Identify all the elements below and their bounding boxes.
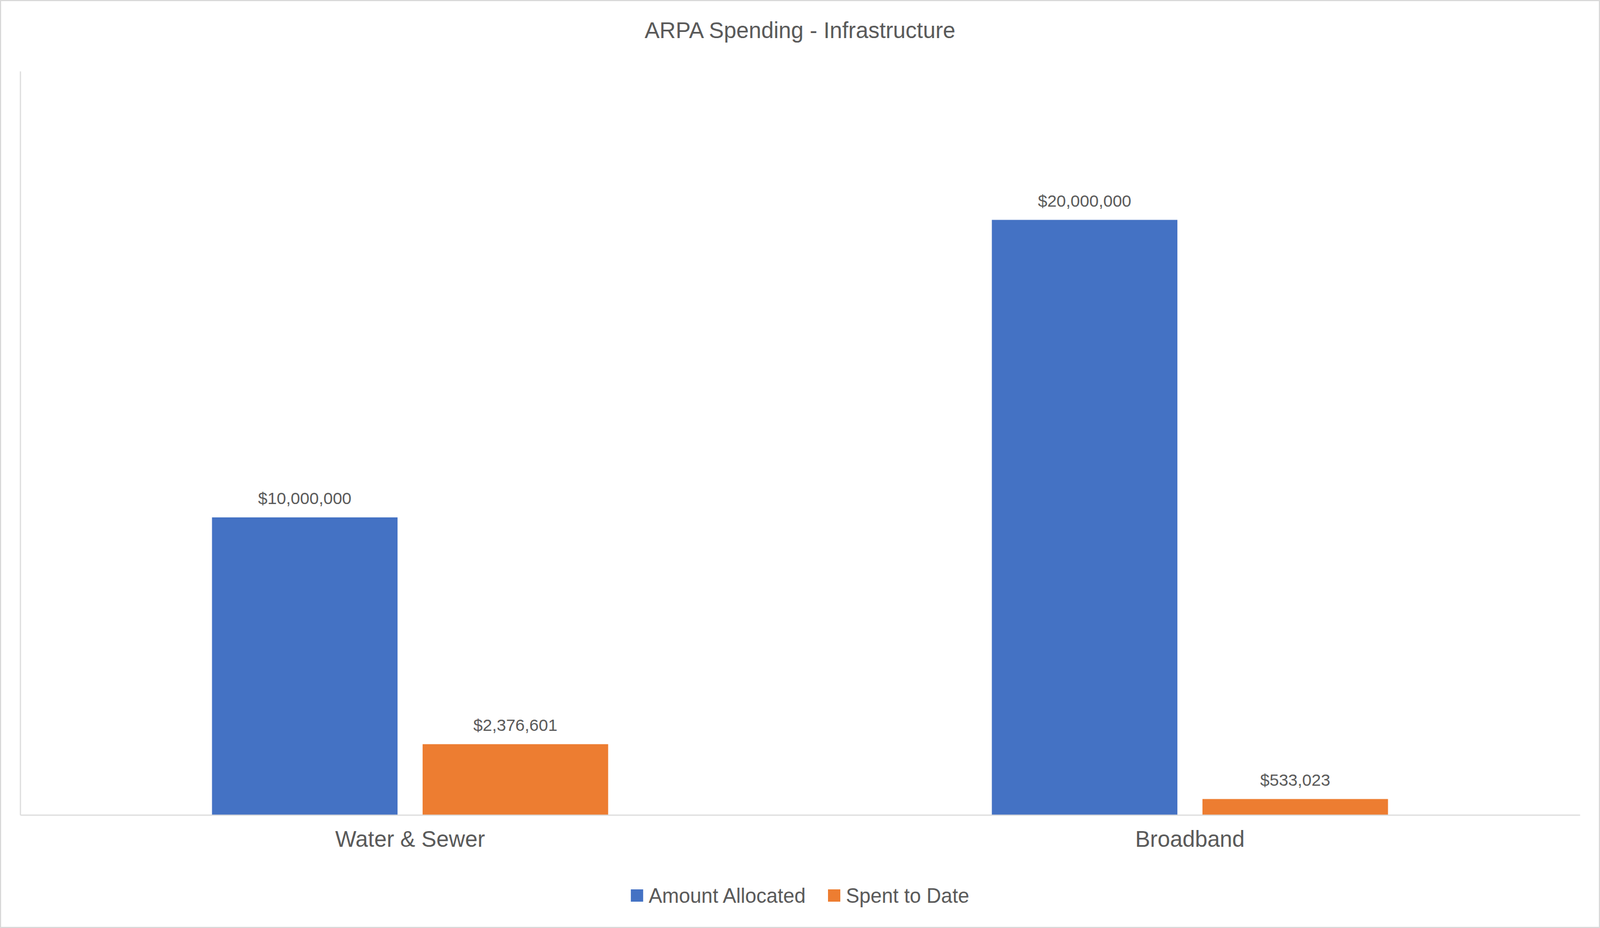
bar [1202, 798, 1388, 815]
y-axis [20, 71, 21, 816]
x-tick: Water & Sewer [335, 826, 485, 851]
data-label: $2,376,601 [473, 715, 558, 734]
chart: ARPA Spending - Infrastructure Water & Se… [0, 0, 1600, 928]
legend: Amount Allocated Spent to Date [630, 883, 970, 907]
bar [422, 744, 608, 815]
legend-swatch [630, 889, 644, 902]
legend-item: Amount Allocated [630, 883, 806, 907]
bar [992, 220, 1178, 815]
y-axis-line [20, 71, 22, 816]
data-label: $533,023 [1260, 770, 1331, 789]
data-label: $20,000,000 [1037, 191, 1132, 210]
x-tick-label: Water & Sewer [335, 826, 485, 851]
bars [212, 220, 1389, 815]
x-tick-label: Broadband [1135, 826, 1246, 851]
title: ARPA Spending - Infrastructure [644, 17, 956, 43]
x-axis: Water & Sewer Broadband [20, 815, 1581, 852]
bar [212, 517, 398, 815]
x-axis-line [20, 814, 1581, 816]
legend-label: Amount Allocated [648, 883, 806, 907]
legend-label: Spent to Date [845, 883, 970, 907]
chart-frame [0, 0, 1600, 928]
legend-item: Spent to Date [827, 883, 970, 907]
x-tick: Broadband [1135, 826, 1246, 851]
legend-swatch [827, 889, 841, 902]
data-label: $10,000,000 [258, 488, 352, 508]
